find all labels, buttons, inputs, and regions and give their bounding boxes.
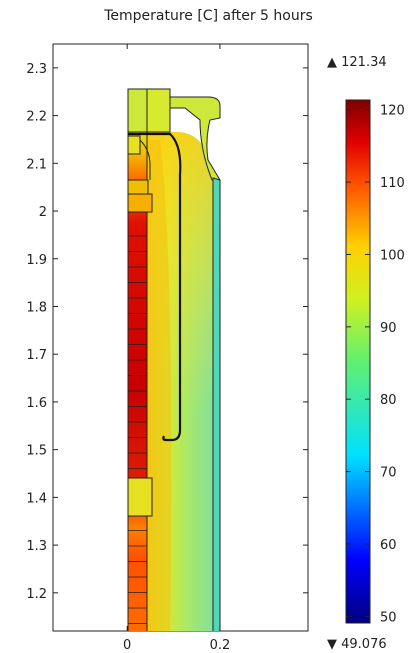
colorbar-tick-label: 110 (380, 176, 405, 191)
y-tick-label: 2.3 (26, 62, 47, 77)
y-tick-label: 1.2 (26, 587, 47, 602)
colorbar-tick-label: 90 (380, 321, 397, 336)
heater-segments (128, 235, 147, 624)
y-tick-label: 1.5 (26, 444, 47, 459)
colorbar-tick-label: 70 (380, 466, 397, 481)
insulator-block (127, 477, 153, 517)
y-tick-label: 2.2 (26, 110, 47, 125)
heater-block-mid (127, 193, 153, 213)
y-tick-label: 1.4 (26, 491, 47, 506)
y-tick-label: 1.9 (26, 253, 47, 268)
y-tick-label: 1.8 (26, 300, 47, 315)
x-tick-label: 0.2 (210, 638, 231, 653)
colorbar (345, 99, 371, 624)
probe-tube (128, 132, 182, 442)
geometry (127, 88, 221, 631)
y-tick-label: 1.7 (26, 348, 47, 363)
colorbar-ticks: 120 110 100 90 80 70 60 50 (346, 104, 405, 625)
colorbar-min-label: ▼ 49.076 (327, 637, 387, 652)
colorbar-tick-label: 120 (380, 104, 405, 119)
y-tick-label: 2.1 (26, 157, 47, 172)
hot-core (147, 140, 172, 631)
x-tick-label: 0 (123, 638, 131, 653)
outer-wall (212, 177, 221, 631)
chart-title: Temperature [C] after 5 hours (104, 8, 313, 24)
colorbar-tick-label: 50 (380, 610, 397, 625)
heater-block-upper (127, 179, 149, 195)
y-axis: 2.3 2.2 2.1 2 1.9 1.8 1.7 1.6 1.5 1.4 1.3 1.2 (26, 62, 308, 602)
colorbar-max-label: ▲ 121.34 (327, 55, 387, 70)
y-tick-label: 1.3 (26, 539, 47, 554)
colorbar-tick-label: 60 (380, 538, 397, 553)
top-fitting (139, 139, 151, 180)
top-cap-inner (146, 88, 171, 133)
y-tick-label: 2 (39, 205, 47, 220)
colorbar-tick-label: 80 (380, 393, 397, 408)
colorbar-tick-label: 100 (380, 248, 405, 263)
x-axis: 0 0.2 (123, 44, 230, 653)
y-tick-label: 1.6 (26, 396, 47, 411)
heater-block-top (127, 135, 141, 155)
